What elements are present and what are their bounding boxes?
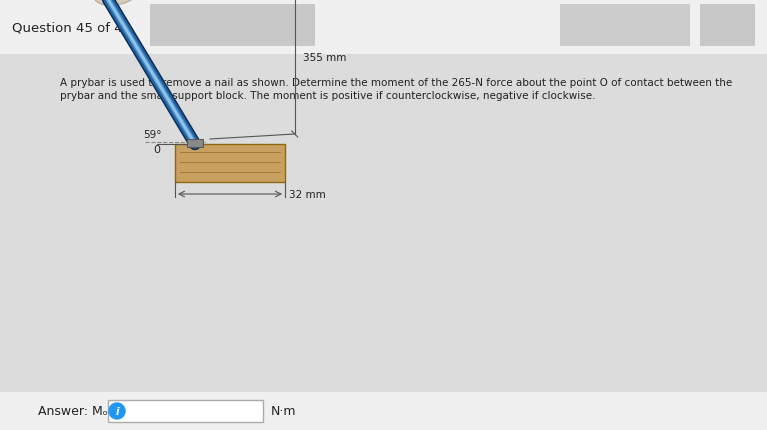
Text: 59°: 59°: [143, 130, 162, 140]
Text: 32 mm: 32 mm: [289, 190, 326, 200]
Bar: [0, 0, 767, 55]
Bar: [175, 144, 285, 183]
Bar: [0, 392, 767, 430]
Circle shape: [109, 403, 125, 419]
Bar: [150, 5, 315, 47]
Text: A prybar is used to remove a nail as shown. Determine the moment of the 265-N fo: A prybar is used to remove a nail as sho…: [60, 78, 732, 88]
Text: i: i: [115, 406, 119, 416]
Bar: [187, 140, 203, 147]
Text: prybar and the small support block. The moment is positive if counterclockwise, : prybar and the small support block. The …: [60, 91, 595, 101]
Bar: [700, 5, 755, 47]
Ellipse shape: [94, 0, 142, 6]
Text: N·m: N·m: [271, 405, 297, 418]
Bar: [560, 5, 690, 47]
Text: Answer: Mₒ =: Answer: Mₒ =: [38, 405, 123, 418]
Text: Question 45 of 46: Question 45 of 46: [12, 22, 131, 34]
Text: 355 mm: 355 mm: [303, 53, 346, 63]
Text: 0: 0: [153, 144, 160, 155]
Bar: [108, 400, 263, 422]
